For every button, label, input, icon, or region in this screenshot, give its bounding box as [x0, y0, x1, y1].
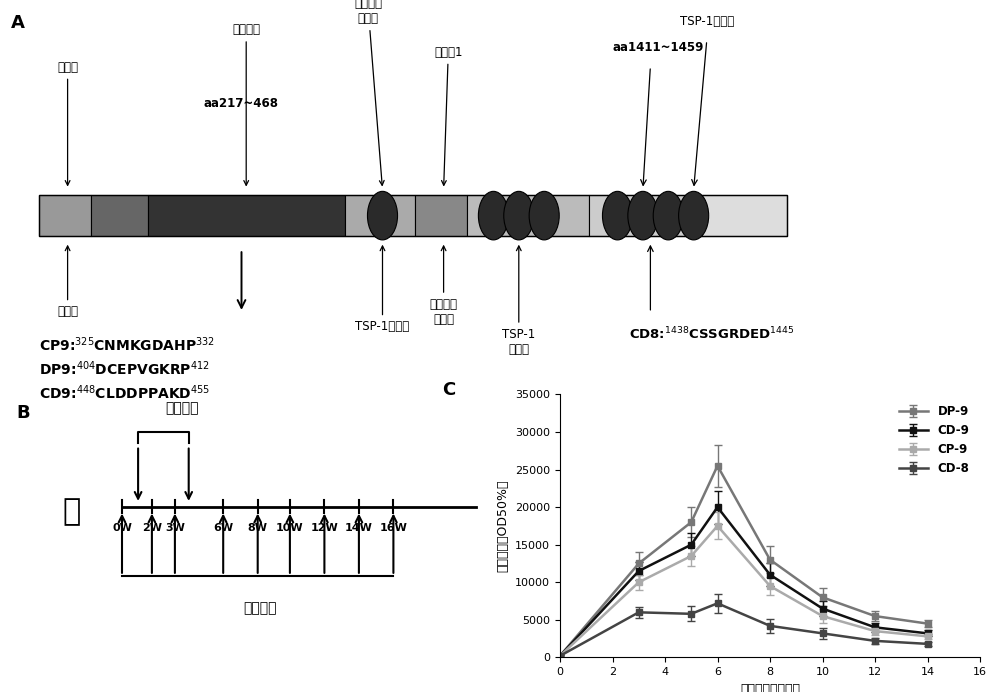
Ellipse shape [478, 191, 508, 240]
Ellipse shape [602, 191, 633, 240]
Bar [91, 195, 148, 236]
Text: 信号肽: 信号肽 [57, 246, 78, 318]
Ellipse shape [679, 191, 709, 240]
Text: 滴度检测: 滴度检测 [243, 601, 277, 614]
Bar [467, 195, 589, 236]
Legend: DP-9, CD-9, CP-9, CD-8: DP-9, CD-9, CP-9, CD-8 [894, 401, 974, 480]
Ellipse shape [653, 191, 683, 240]
Bar [148, 195, 345, 236]
Text: TSP-1样基序: TSP-1样基序 [355, 246, 410, 334]
Text: 催化区域: 催化区域 [232, 24, 260, 185]
Text: 0W: 0W [112, 523, 132, 534]
Bar [702, 195, 787, 236]
Text: 间隔区1: 间隔区1 [434, 46, 463, 185]
Bar [345, 195, 415, 236]
Text: 12W: 12W [311, 523, 338, 534]
Text: TSP-1
样基序: TSP-1 样基序 [502, 246, 535, 356]
Bar [589, 195, 702, 236]
Y-axis label: 抗体滤度（OD50%）: 抗体滤度（OD50%） [497, 480, 510, 572]
Text: 6W: 6W [213, 523, 233, 534]
Text: aa217~468: aa217~468 [204, 98, 279, 110]
Text: 8W: 8W [248, 523, 268, 534]
Text: 皮下注射: 皮下注射 [165, 401, 199, 415]
Bar [415, 195, 467, 236]
X-axis label: 免疫后时间（周）: 免疫后时间（周） [740, 683, 800, 692]
Ellipse shape [628, 191, 658, 240]
Text: A: A [11, 14, 25, 32]
Text: aa1411~1459: aa1411~1459 [612, 42, 704, 54]
Text: 14W: 14W [345, 523, 373, 534]
Text: CD8:$^{1438}$CSSGRDED$^{1445}$: CD8:$^{1438}$CSSGRDED$^{1445}$ [629, 325, 794, 342]
Text: B: B [16, 404, 30, 422]
Text: 16W: 16W [379, 523, 407, 534]
Ellipse shape [529, 191, 559, 240]
Ellipse shape [367, 191, 398, 240]
Text: 解整合素
样区域: 解整合素 样区域 [354, 0, 384, 185]
Text: CP9:$^{325}$CNMKGDAHP$^{332}$: CP9:$^{325}$CNMKGDAHP$^{332}$ [39, 335, 216, 354]
Ellipse shape [504, 191, 534, 240]
Text: 2W: 2W [142, 523, 162, 534]
Text: 3W: 3W [165, 523, 185, 534]
Text: C: C [442, 381, 456, 399]
Text: 10W: 10W [276, 523, 304, 534]
Text: 富半胱氨
酸区域: 富半胱氨 酸区域 [430, 246, 458, 326]
Bar [39, 195, 787, 236]
Text: 🔬: 🔬 [62, 498, 81, 527]
Text: DP9:$^{404}$DCEPVGKRP$^{412}$: DP9:$^{404}$DCEPVGKRP$^{412}$ [39, 360, 210, 378]
Bar [39, 195, 91, 236]
Text: 前区域: 前区域 [57, 61, 78, 185]
Text: CD9:$^{448}$CLDDPPAKD$^{455}$: CD9:$^{448}$CLDDPPAKD$^{455}$ [39, 384, 211, 403]
Text: TSP-1样基序: TSP-1样基序 [680, 15, 734, 28]
